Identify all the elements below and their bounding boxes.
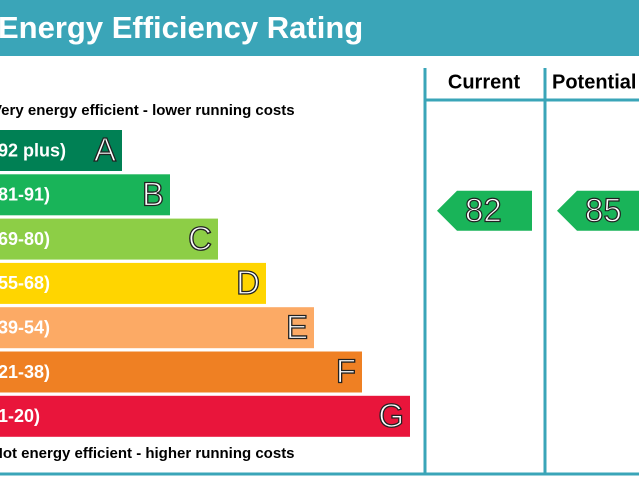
band	[0, 395, 410, 437]
band-range: (39-54)	[0, 317, 50, 337]
frame	[0, 68, 639, 476]
band-range: (1-20)	[0, 406, 40, 426]
rating-value: 85	[585, 192, 622, 229]
band-range: (92 plus)	[0, 140, 66, 160]
band-letter: F	[336, 353, 356, 390]
band-letter: C	[188, 220, 212, 257]
band	[0, 218, 218, 260]
band-range: (81-91)	[0, 185, 50, 205]
title: Energy Efficiency Rating	[0, 10, 363, 45]
band-letter: G	[378, 397, 404, 434]
title-bar	[0, 0, 639, 56]
band-range: (69-80)	[0, 229, 50, 249]
rating-arrow	[437, 190, 532, 231]
band-letter: E	[286, 308, 308, 345]
band	[0, 130, 122, 171]
band-letter: D	[236, 264, 260, 301]
band	[0, 307, 314, 349]
column-header: Potential	[552, 71, 636, 93]
band	[0, 351, 362, 393]
rating-value: 82	[465, 192, 502, 229]
column-header: Current	[448, 71, 521, 93]
band-range: (55-68)	[0, 273, 50, 293]
top-note: Very energy efficient - lower running co…	[0, 102, 295, 119]
band	[0, 262, 266, 304]
band	[0, 174, 170, 216]
band-letter: A	[94, 131, 116, 168]
band-letter: B	[142, 176, 164, 213]
rating-arrow	[557, 190, 639, 231]
band-range: (21-38)	[0, 362, 50, 382]
bottom-note: Not energy efficient - higher running co…	[0, 445, 295, 462]
